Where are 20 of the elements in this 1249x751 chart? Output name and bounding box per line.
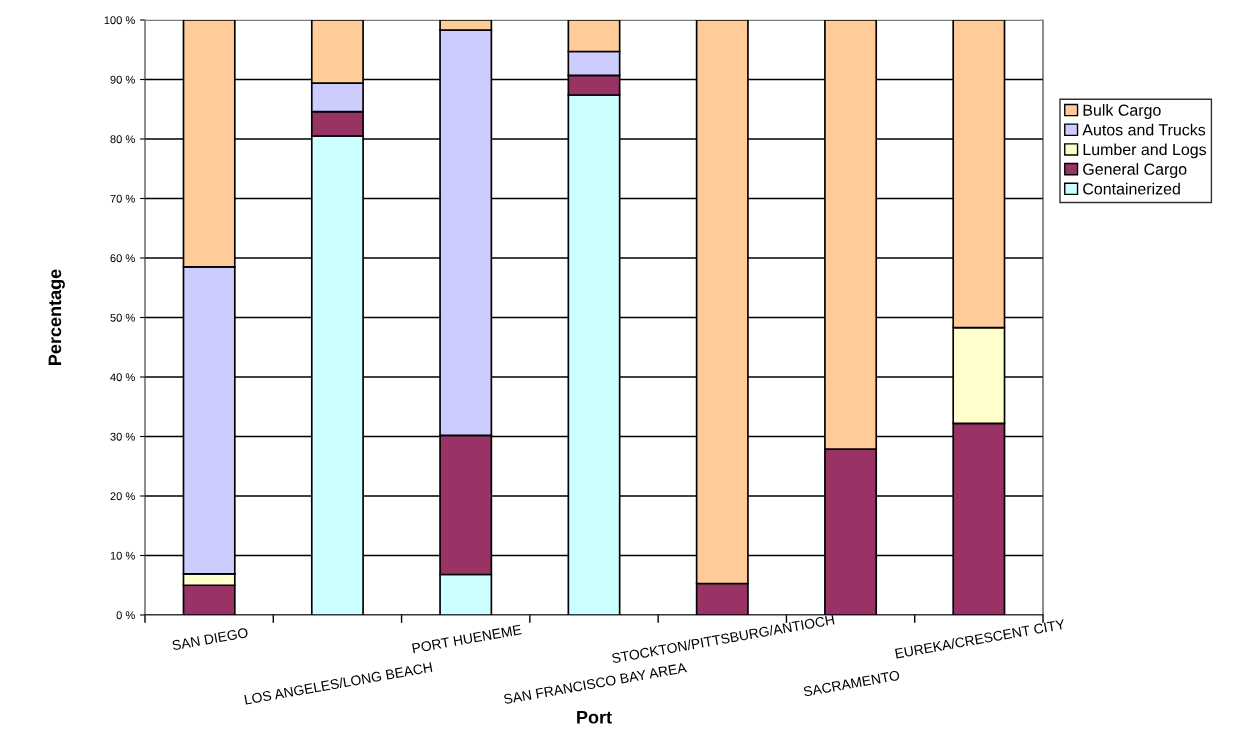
y-tick-label: 40 % [110,373,135,382]
legend-label: Bulk Cargo [1083,104,1161,119]
y-tick-label: 100 % [104,16,135,25]
x-axis-title: Port [577,711,612,724]
y-tick-label: 60 % [110,254,135,263]
y-tick-label: 50 % [110,313,135,322]
x-tick-label: SAN DIEGO [171,627,249,651]
y-tick-label: 90 % [110,75,135,84]
y-tick-label: 80 % [110,135,135,144]
x-tick-label: PORT HUENEME [412,624,522,654]
y-tick-label: 0 % [116,611,135,620]
y-tick-label: 20 % [110,492,135,501]
legend-label: Lumber and Logs [1083,143,1207,159]
y-axis-title: Percentage [48,269,65,365]
legend-label: General Cargo [1083,163,1187,179]
legend-label: Containerized [1083,182,1180,195]
legend-label: Autos and Trucks [1082,123,1206,136]
y-tick-label: 10 % [110,551,135,560]
y-tick-label: 70 % [110,194,135,203]
y-tick-label: 30 % [110,432,135,441]
